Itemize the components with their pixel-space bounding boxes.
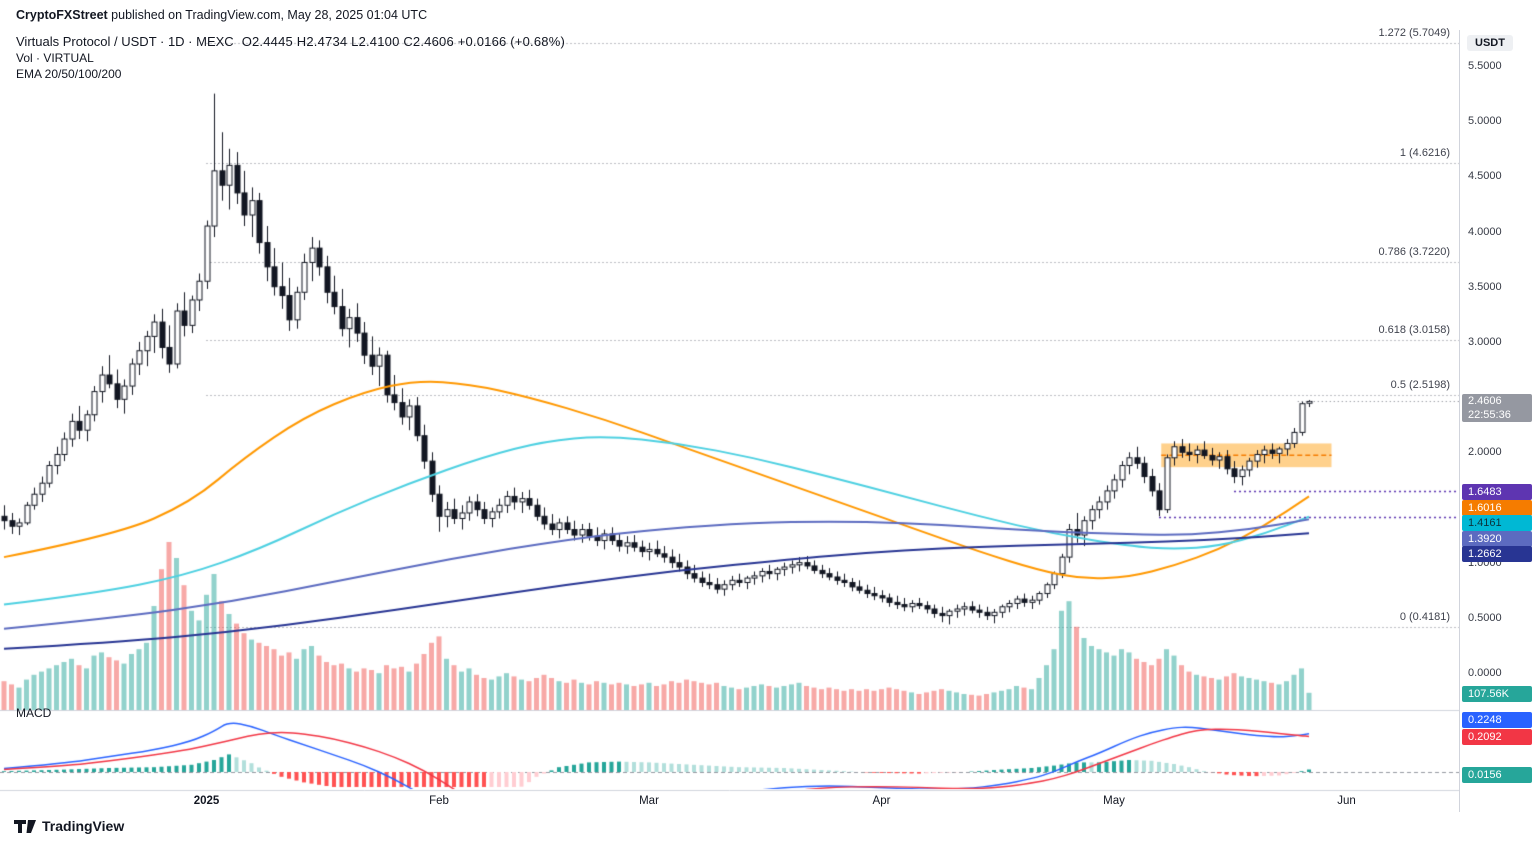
time-axis-label-2025: 2025 [193,795,220,807]
currency-chip: USDT [1467,35,1513,51]
ema-indicator-label[interactable]: EMA 20/50/100/200 [16,67,122,81]
bar-countdown: 22:55:36 [1468,409,1511,421]
fib-level-label: 0.786 (3.7220) [1378,246,1450,259]
price-tick: 3.5000 [1468,280,1502,293]
volume-indicator-label[interactable]: Vol · VIRTUAL [16,51,94,65]
price-tick: 5.0000 [1468,115,1502,128]
fib-level-label: 0.5 (2.5198) [1390,378,1450,391]
price-tick: 2.0000 [1468,446,1502,459]
axis-value-badge: 1.2662 [1462,546,1532,562]
price-axis[interactable]: USDT 5.5000 5.0000 4.5000 4.0000 3.5000 3.000… [1459,30,1536,812]
tradingview-logo[interactable]: TradingView [14,818,124,834]
fib-level-label: 1 (4.6216) [1399,146,1450,159]
attribution-bar: CryptoFXStreet published on TradingView.… [0,0,1536,30]
last-price-value: 2.4606 [1468,395,1502,407]
axis-value-badge: 0.2092 [1462,729,1532,745]
time-axis-label-jun: Jun [1337,795,1356,807]
tradingview-logo-icon [14,819,36,833]
time-axis-label-may: May [1103,795,1125,807]
fib-level-label: 0.618 (3.0158) [1378,324,1450,337]
attribution-text: published on TradingView.com, May 28, 20… [107,8,428,22]
author-name: CryptoFXStreet [16,8,108,22]
price-tick: 4.0000 [1468,225,1502,238]
fib-level-label: 0 (0.4181) [1399,610,1450,623]
time-axis-label-mar: Mar [639,795,659,807]
axis-value-badge: 0.2248 [1462,712,1532,728]
price-tick: 5.5000 [1468,60,1502,73]
axis-value-badge: 1.3920 [1462,531,1532,547]
time-axis-label-feb: Feb [429,795,449,807]
axis-value-badge: 1.6016 [1462,500,1532,516]
axis-value-badge: 0.0156 [1462,767,1532,783]
time-axis[interactable]: 2025 Feb Mar Apr May Jun [0,792,1459,812]
price-chart-canvas[interactable] [0,30,1459,812]
footer: TradingView [0,812,1536,847]
axis-value-badge: 107.56K [1462,686,1532,702]
ohlc-values: O2.4445 H2.4734 L2.4100 C2.4606 +0.0166 … [241,34,565,49]
fib-level-label: 1.272 (5.7049) [1378,27,1450,40]
macd-indicator-label[interactable]: MACD [16,706,52,720]
price-tick: 0.0000 [1468,667,1502,679]
last-price-badge: 2.4606 22:55:36 [1462,394,1532,422]
price-tick: 0.5000 [1468,611,1502,624]
time-axis-label-apr: Apr [872,795,891,807]
chart-legend: Virtuals Protocol / USDT · 1D · MEXC O2.4… [16,34,565,82]
axis-value-badge: 1.4161 [1462,515,1532,531]
tradingview-logo-text: TradingView [42,818,125,834]
price-tick: 3.0000 [1468,335,1502,348]
symbol-title[interactable]: Virtuals Protocol / USDT · 1D · MEXC [16,34,234,49]
price-tick: 4.5000 [1468,170,1502,183]
chart-area[interactable]: Virtuals Protocol / USDT · 1D · MEXC O2.4… [0,27,1459,812]
axis-value-badge: 1.6483 [1462,484,1532,500]
